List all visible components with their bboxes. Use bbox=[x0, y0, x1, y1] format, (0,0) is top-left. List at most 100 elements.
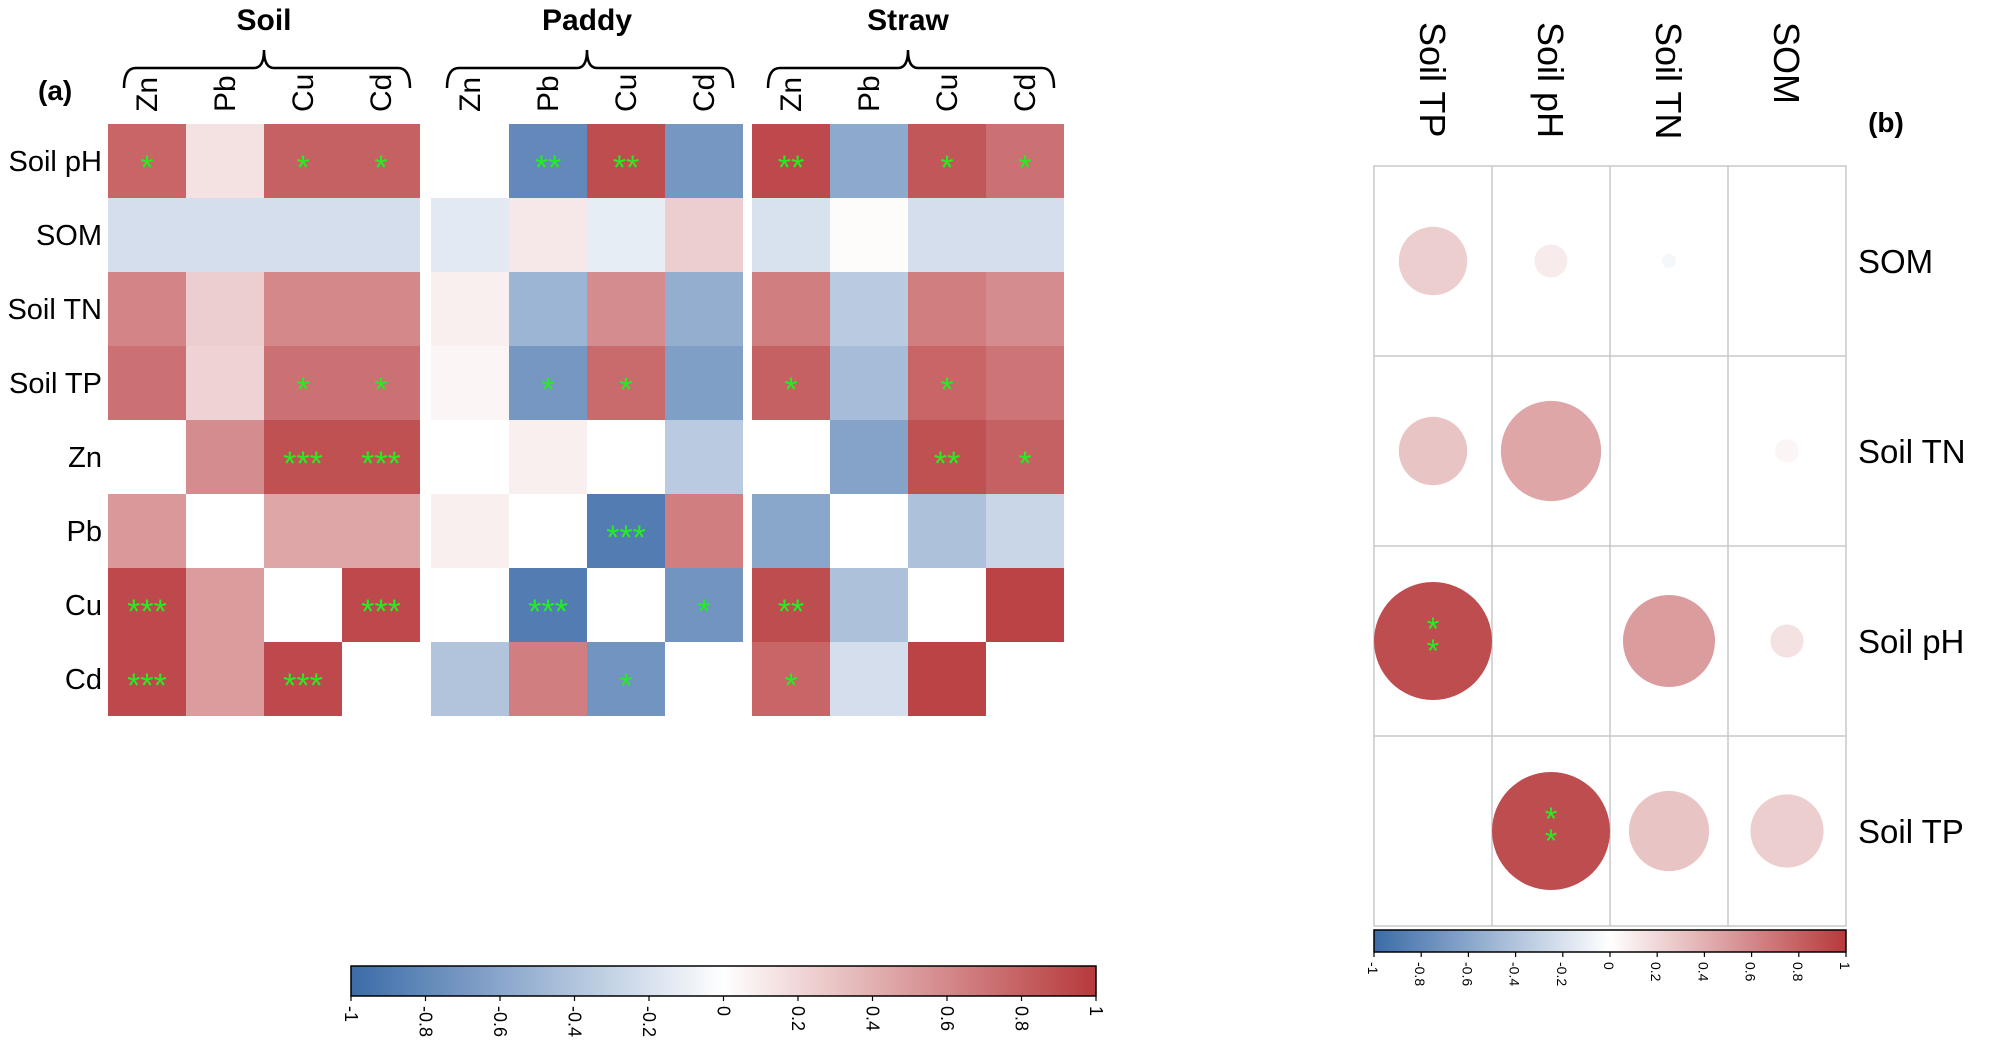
significance-marker: * bbox=[784, 667, 797, 705]
paddy-title: Paddy bbox=[542, 4, 632, 37]
significance-star: * bbox=[1545, 801, 1557, 837]
straw-cell bbox=[830, 642, 908, 716]
straw-cell bbox=[908, 198, 986, 272]
straw-cell bbox=[830, 420, 908, 494]
paddy-cell bbox=[665, 420, 743, 494]
significance-marker: * bbox=[296, 371, 309, 409]
significance-marker: * bbox=[940, 149, 953, 187]
straw-col-label-pb: Pb bbox=[853, 75, 886, 112]
bubble-col-label-soil-ph: Soil pH bbox=[1530, 22, 1571, 138]
colorbar-a-tick-label: -0.8 bbox=[416, 1006, 436, 1037]
paddy-cell bbox=[431, 272, 509, 346]
colorbar-b-tick-label: 0.8 bbox=[1790, 962, 1806, 982]
straw-cell bbox=[908, 272, 986, 346]
colorbar-b-tick-label: 0.6 bbox=[1743, 962, 1759, 982]
soil-cell bbox=[186, 568, 264, 642]
soil-cell bbox=[108, 346, 186, 420]
straw-cell bbox=[752, 642, 830, 716]
paddy-cell bbox=[431, 568, 509, 642]
soil-col-label-pb: Pb bbox=[209, 75, 242, 112]
row-label-soil-tp: Soil TP bbox=[9, 368, 102, 400]
significance-marker: *** bbox=[283, 667, 323, 705]
significance-marker: ** bbox=[613, 149, 639, 187]
soil-col-label-cu: Cu bbox=[287, 74, 320, 112]
paddy-cell bbox=[587, 124, 665, 198]
colorbar-b-tick-label: 1 bbox=[1837, 962, 1853, 970]
row-label-cd: Cd bbox=[65, 664, 102, 696]
straw-col-label-cd: Cd bbox=[1009, 74, 1042, 112]
row-label-pb: Pb bbox=[67, 516, 102, 548]
soil-cell bbox=[108, 124, 186, 198]
soil-cell bbox=[342, 272, 420, 346]
colorbar-b-tick-label: -1 bbox=[1365, 962, 1381, 975]
soil-cell bbox=[108, 568, 186, 642]
colorbar-b-tick-label: -0.2 bbox=[1554, 962, 1570, 986]
straw-cell bbox=[986, 272, 1064, 346]
colorbar-b-tick-label: -0.8 bbox=[1412, 962, 1428, 986]
significance-marker: ** bbox=[1427, 611, 1439, 669]
significance-marker: * bbox=[374, 149, 387, 187]
straw-cell bbox=[986, 198, 1064, 272]
soil-cell bbox=[264, 346, 342, 420]
straw-cell bbox=[908, 346, 986, 420]
colorbar-b-tick-label: 0.4 bbox=[1695, 962, 1711, 982]
paddy-cell bbox=[587, 642, 665, 716]
straw-cell bbox=[986, 568, 1064, 642]
bubble-matrix: (b) Soil TP Soil pH Soil TN SOM SOM Soil TN Soi… bbox=[1373, 22, 1966, 927]
bubble-row-label-soil-tp: Soil TP bbox=[1858, 813, 1964, 850]
significance-marker: ** bbox=[535, 149, 561, 187]
colorbar-a-bar bbox=[350, 965, 1097, 997]
straw-cell bbox=[986, 124, 1064, 198]
straw-cell bbox=[752, 198, 830, 272]
soil-cell bbox=[108, 420, 186, 494]
significance-marker: * bbox=[374, 371, 387, 409]
row-label-zn: Zn bbox=[68, 442, 102, 474]
paddy-col-label-cd: Cd bbox=[688, 74, 721, 112]
panel-b-label: (b) bbox=[1868, 107, 1904, 138]
colorbar-a-tick-label: 0 bbox=[714, 1006, 734, 1016]
paddy-cell bbox=[587, 272, 665, 346]
significance-marker: * bbox=[619, 371, 632, 409]
straw-cell bbox=[908, 642, 986, 716]
straw-cell bbox=[830, 124, 908, 198]
soil-cell bbox=[186, 272, 264, 346]
bubble bbox=[1750, 794, 1824, 868]
colorbar-b-tick-label: -0.6 bbox=[1459, 962, 1475, 986]
paddy-cell bbox=[431, 642, 509, 716]
straw-cell bbox=[752, 420, 830, 494]
colorbar-a: -1 -0.8 -0.6 -0.4 -0.2 0 0.2 0.4 0.6 0.8 1 bbox=[341, 965, 1106, 1037]
paddy-cell bbox=[665, 346, 743, 420]
colorbar-b-bar bbox=[1373, 929, 1847, 953]
paddy-cell bbox=[509, 642, 587, 716]
soil-cell bbox=[108, 272, 186, 346]
paddy-cell bbox=[665, 494, 743, 568]
colorbar-a-tick-label: -0.6 bbox=[490, 1006, 510, 1037]
paddy-cell bbox=[509, 420, 587, 494]
straw-brace bbox=[766, 49, 1056, 89]
significance-marker: *** bbox=[606, 519, 646, 557]
paddy-col-label-cu: Cu bbox=[610, 74, 643, 112]
colorbar-b-tick-label: -0.4 bbox=[1507, 962, 1523, 986]
paddy-cell bbox=[509, 346, 587, 420]
significance-star: * bbox=[1427, 633, 1439, 669]
paddy-cell bbox=[665, 124, 743, 198]
soil-cell bbox=[186, 198, 264, 272]
significance-marker: * bbox=[140, 149, 153, 187]
bubble bbox=[1398, 226, 1468, 296]
soil-cell bbox=[264, 272, 342, 346]
paddy-cell bbox=[431, 346, 509, 420]
significance-marker: * bbox=[619, 667, 632, 705]
straw-cell bbox=[908, 124, 986, 198]
significance-marker: * bbox=[541, 371, 554, 409]
colorbar-a-tick-label: 0.8 bbox=[1012, 1006, 1032, 1031]
colorbar-b-tick-label: 0.2 bbox=[1648, 962, 1664, 982]
soil-cell bbox=[108, 494, 186, 568]
significance-marker: ** bbox=[778, 593, 804, 631]
paddy-cell bbox=[587, 346, 665, 420]
paddy-cell bbox=[587, 494, 665, 568]
bubble bbox=[1661, 253, 1677, 269]
soil-cell bbox=[108, 198, 186, 272]
row-label-som: SOM bbox=[36, 220, 102, 252]
